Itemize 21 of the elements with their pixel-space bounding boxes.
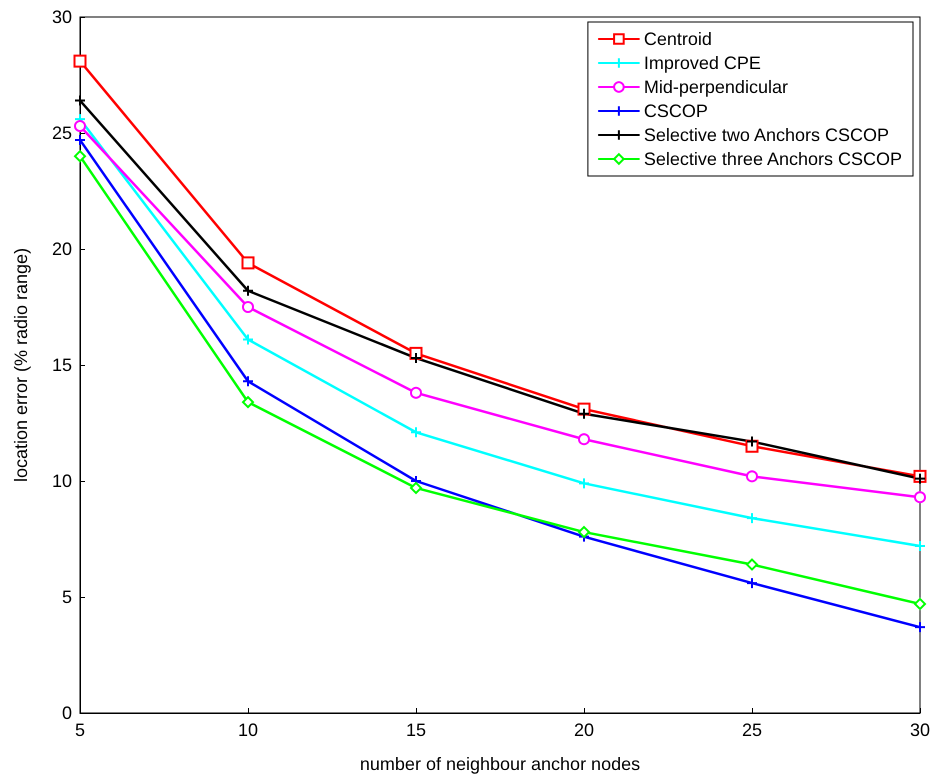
x-tick-label: 30 [910, 720, 930, 740]
legend-label: Selective two Anchors CSCOP [644, 125, 889, 145]
x-tick-label: 25 [742, 720, 762, 740]
legend-label: Mid-perpendicular [644, 77, 788, 97]
y-tick-label: 15 [52, 355, 72, 375]
legend-label: Improved CPE [644, 53, 761, 73]
x-tick-label: 15 [406, 720, 426, 740]
legend-label: Selective three Anchors CSCOP [644, 149, 902, 169]
y-tick-label: 30 [52, 7, 72, 27]
x-tick-label: 5 [74, 720, 86, 740]
y-tick-label: 20 [52, 239, 72, 259]
x-axis-title: number of neighbour anchor nodes [360, 754, 640, 774]
legend-label: CSCOP [644, 101, 708, 121]
x-tick-label: 20 [574, 720, 594, 740]
y-tick-label: 25 [52, 123, 72, 143]
y-tick-label: 5 [62, 587, 72, 607]
y-axis-title: location error (% radio range) [11, 248, 31, 482]
legend-label: Centroid [644, 29, 712, 49]
y-tick-label: 10 [52, 471, 72, 491]
y-tick-label: 0 [62, 703, 72, 723]
x-tick-label: 10 [238, 720, 258, 740]
